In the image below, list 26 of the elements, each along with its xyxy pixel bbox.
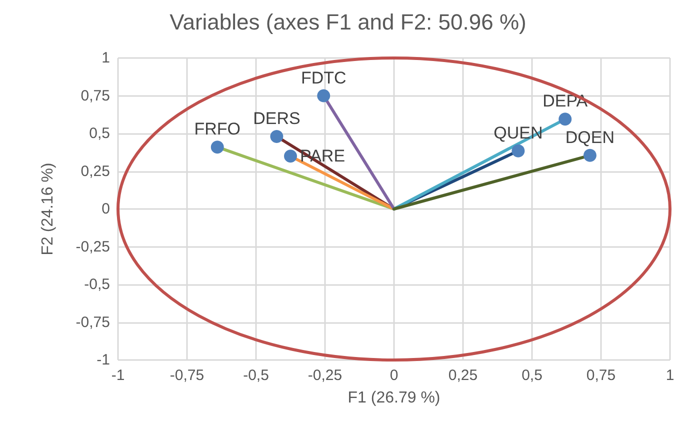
series-label: FDTC [300,68,346,88]
x-tick-label: -0,75 [170,367,204,384]
x-tick-label: -0,25 [308,367,342,384]
series-label: FRFO [194,120,240,139]
point [558,112,572,126]
y-tick-label: -0,25 [76,238,110,256]
x-tick-label: -0,5 [243,367,269,384]
y-tick-label: 0,5 [89,125,110,142]
x-tick-label: 0,75 [586,367,616,384]
y-axis-title: F2 (24.16 %) [40,162,56,256]
y-tick-label: 1 [102,50,110,66]
chart-title: Variables (axes F1 and F2: 50.96 %) [170,10,526,34]
x-tick-label: 0,25 [448,367,478,384]
y-tick-label: -1 [96,352,110,368]
x-tick-label: 1 [666,367,674,384]
x-tick-label: 0,5 [522,367,542,384]
y-tick-label: -0,75 [76,314,110,331]
series-label: DQEN [565,128,615,147]
y-tick-label: 0 [102,200,110,218]
y-tick-label: -0,5 [84,276,110,293]
series-label: DERS [253,109,300,128]
y-tick-label: 0,75 [80,87,110,104]
y-tick-label: 0,25 [80,162,110,180]
x-axis-title: F1 (26.79 %) [348,390,440,406]
x-tick-label: 0 [390,367,398,384]
series-label: QUEN [494,123,543,142]
